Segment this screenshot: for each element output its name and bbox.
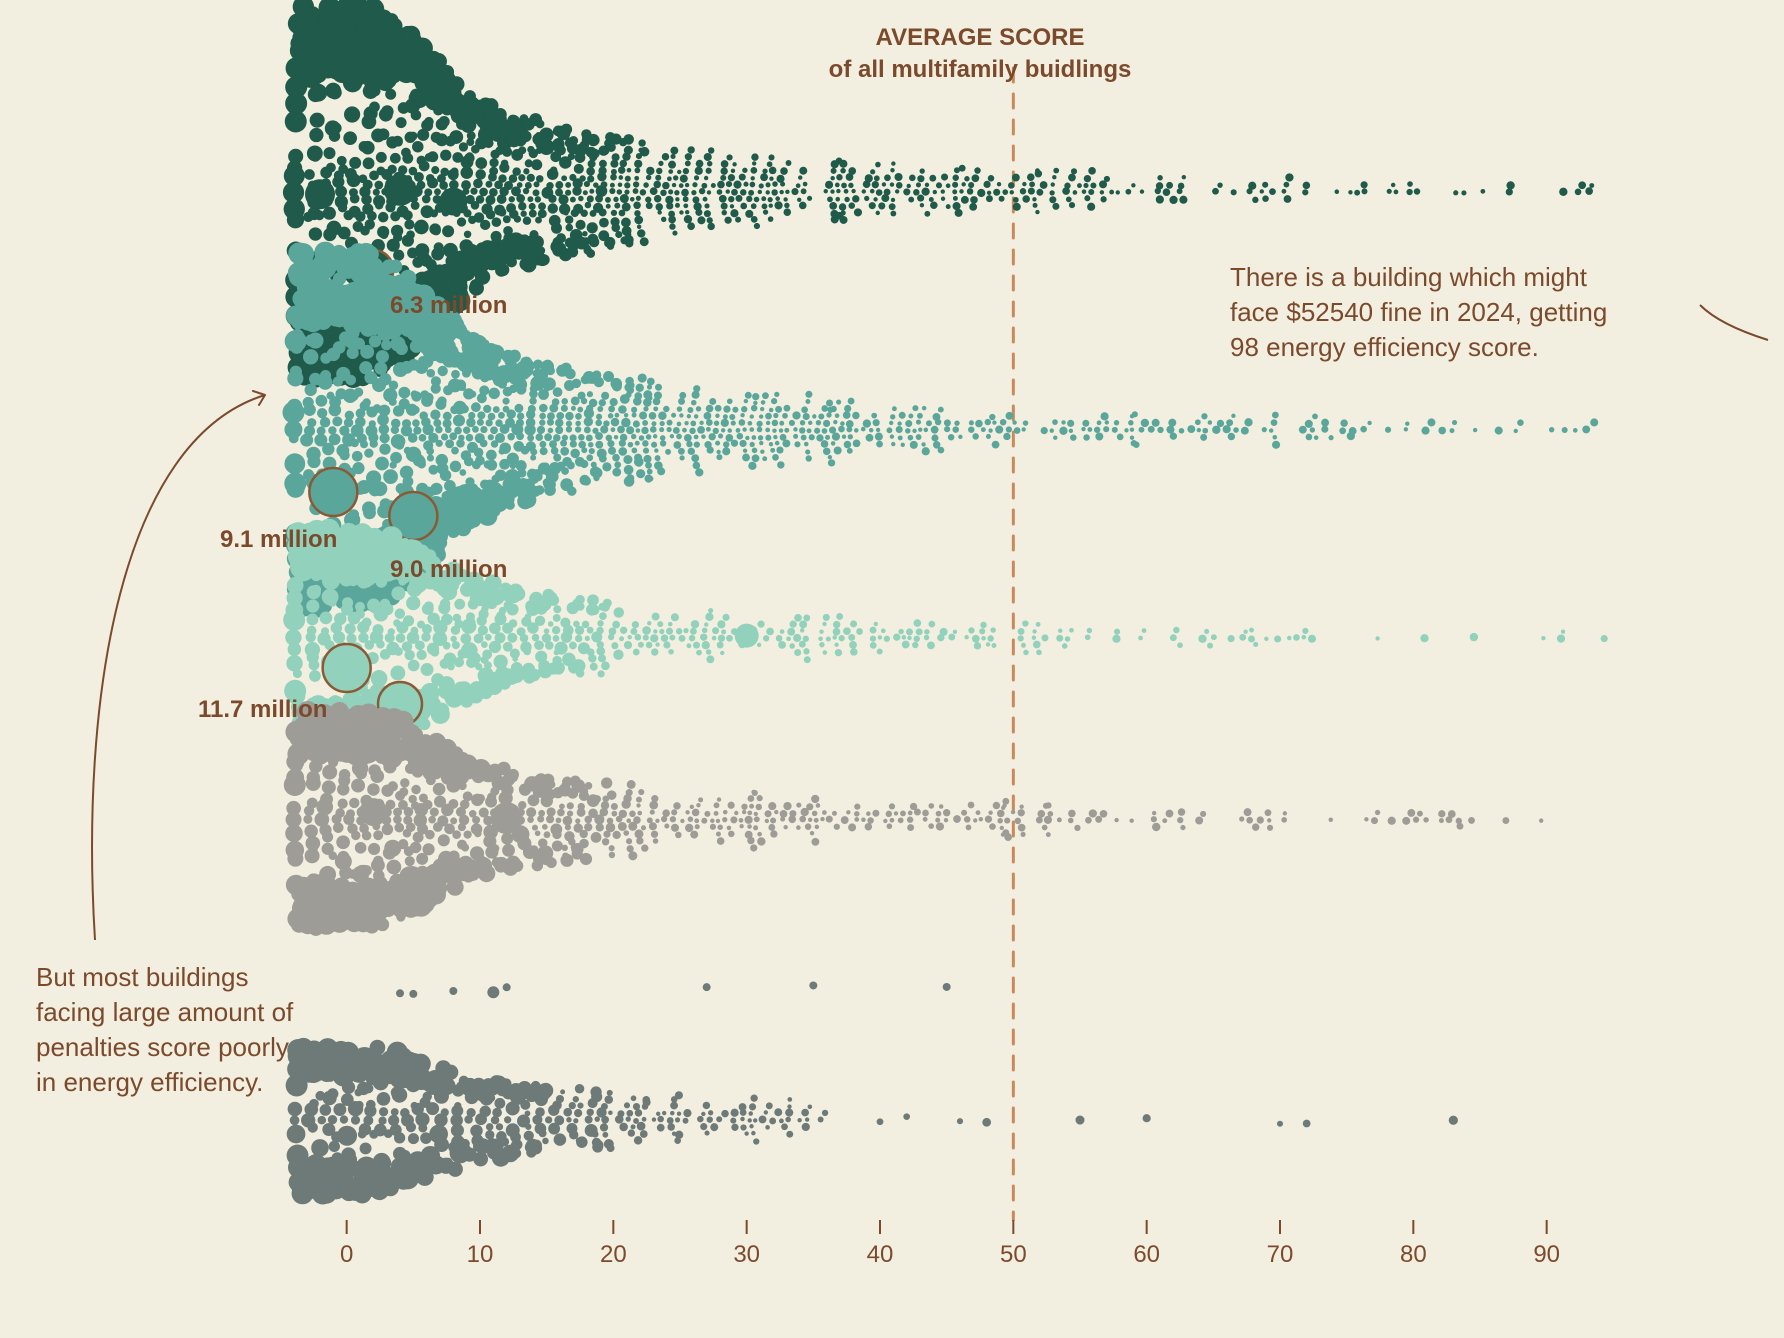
svg-text:10: 10 <box>467 1241 494 1268</box>
svg-text:0: 0 <box>340 1241 353 1268</box>
annotation-right-line2: face $52540 fine in 2024, getting <box>1230 295 1750 330</box>
svg-text:30: 30 <box>733 1241 760 1268</box>
row5 <box>396 981 951 998</box>
svg-text:20: 20 <box>600 1241 627 1268</box>
svg-text:60: 60 <box>1133 1241 1160 1268</box>
annotation-left-line1: But most buildings <box>36 960 336 995</box>
annotation-right: There is a building which mightface $525… <box>1230 260 1750 365</box>
callout-c2: 9.1 million <box>220 524 337 556</box>
chart-title-line1: AVERAGE SCORE <box>720 22 1240 54</box>
row4 <box>284 701 1544 936</box>
svg-text:80: 80 <box>1400 1241 1427 1268</box>
annotation-left: But most buildingsfacing large amount of… <box>36 960 336 1100</box>
svg-text:50: 50 <box>1000 1241 1027 1268</box>
annotation-right-line1: There is a building which might <box>1230 260 1750 295</box>
svg-text:40: 40 <box>867 1241 894 1268</box>
annotation-left-line4: in energy efficiency. <box>36 1065 336 1100</box>
callout-c3: 9.0 million <box>390 554 507 586</box>
chart-title-line2: of all multifamily buidlings <box>720 54 1240 86</box>
svg-text:70: 70 <box>1267 1241 1294 1268</box>
svg-text:90: 90 <box>1533 1241 1560 1268</box>
x-axis: 0 10 20 30 40 50 60 70 80 90 <box>340 1220 1560 1268</box>
chart-title: AVERAGE SCOREof all multifamily buidling… <box>720 22 1240 87</box>
callout-c1: 6.3 million <box>390 290 507 322</box>
row6 <box>286 1038 1458 1205</box>
callout-c4: 11.7 million <box>198 694 327 726</box>
annotation-left-line3: penalties score poorly <box>36 1030 336 1065</box>
annotation-left-line2: facing large amount of <box>36 995 336 1030</box>
annotation-right-line3: 98 energy efficiency score. <box>1230 330 1750 365</box>
